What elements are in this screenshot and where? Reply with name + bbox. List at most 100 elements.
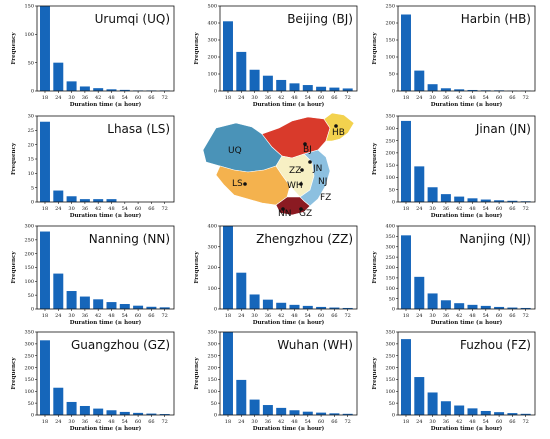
chart-panel-6: 0 100 200 300 400 18 24 30 36 42 48 54 60 66 72 Duratio… xyxy=(194,224,358,326)
x-tick-label: 72 xyxy=(523,313,529,319)
bar-18 xyxy=(40,340,50,415)
bar-36 xyxy=(79,86,90,91)
x-tick-label: 72 xyxy=(162,206,168,212)
bar-18 xyxy=(223,226,233,309)
x-axis-label: Duration time (≥ hour) xyxy=(431,425,503,432)
y-tick-label: 300 xyxy=(385,126,395,132)
y-tick-label: 20 xyxy=(28,142,34,148)
x-tick-label: 48 xyxy=(108,419,114,425)
bar-24 xyxy=(53,62,64,91)
bar-30 xyxy=(66,401,77,415)
y-axis-label: Frequency xyxy=(372,142,378,175)
map-label-jn: JN xyxy=(312,164,322,174)
x-tick-label: 54 xyxy=(483,95,489,101)
x-tick-label: 60 xyxy=(318,419,324,425)
x-tick-label: 54 xyxy=(483,206,489,212)
x-tick-label: 30 xyxy=(251,419,257,425)
x-tick-label: 48 xyxy=(291,313,297,319)
y-tick-label: 150 xyxy=(385,276,395,282)
x-tick-label: 30 xyxy=(251,313,257,319)
x-tick-label: 72 xyxy=(162,95,168,101)
x-tick-label: 42 xyxy=(95,419,101,425)
bar-54 xyxy=(302,305,313,309)
y-tick-label: 0 xyxy=(392,413,395,419)
chart-title: Lhasa (LS) xyxy=(107,122,170,136)
map-region-northeast xyxy=(323,112,355,142)
x-tick-label: 66 xyxy=(331,419,337,425)
x-tick-label: 54 xyxy=(483,313,489,319)
plot-frame xyxy=(397,115,536,203)
bar-60 xyxy=(494,412,505,415)
bar-36 xyxy=(440,300,451,309)
x-tick-label: 72 xyxy=(523,206,529,212)
chart-title: Nanjing (NJ) xyxy=(459,232,531,246)
x-axis-label: Duration time (≥ hour) xyxy=(70,319,142,326)
x-tick-label: 18 xyxy=(42,95,48,101)
bar-48 xyxy=(467,304,478,309)
map-city-dot xyxy=(334,124,338,128)
y-tick-label: 200 xyxy=(385,151,395,157)
x-tick-label: 54 xyxy=(305,95,311,101)
x-tick-label: 18 xyxy=(225,313,231,319)
y-tick-label: 350 xyxy=(385,330,395,336)
x-tick-label: 18 xyxy=(225,95,231,101)
y-tick-label: 100 xyxy=(207,389,217,395)
y-tick-label: 400 xyxy=(207,224,217,230)
y-tick-label: 50 xyxy=(389,187,395,193)
bar-60 xyxy=(316,306,327,309)
bar-18 xyxy=(401,14,411,91)
y-tick-label: 250 xyxy=(24,238,34,244)
bar-30 xyxy=(66,291,77,309)
x-tick-label: 54 xyxy=(122,206,128,212)
y-tick-label: 250 xyxy=(385,255,395,261)
x-tick-label: 72 xyxy=(523,95,529,101)
bar-18 xyxy=(401,339,411,415)
x-axis-label: Duration time (≥ hour) xyxy=(70,212,142,219)
y-tick-label: 150 xyxy=(24,377,34,383)
x-tick-label: 66 xyxy=(509,313,515,319)
bar-66 xyxy=(329,87,340,91)
bar-42 xyxy=(93,199,104,202)
map-city-dot xyxy=(299,207,303,211)
map-city-dot xyxy=(303,142,307,146)
chart-title: Urumqi (UQ) xyxy=(95,12,170,26)
x-tick-label: 36 xyxy=(82,206,88,212)
bar-54 xyxy=(119,89,130,91)
bar-24 xyxy=(414,166,425,202)
x-tick-label: 30 xyxy=(429,313,435,319)
y-tick-label: 300 xyxy=(385,342,395,348)
y-tick-label: 500 xyxy=(207,4,217,10)
x-tick-label: 36 xyxy=(82,419,88,425)
y-tick-label: 300 xyxy=(24,342,34,348)
y-tick-label: 350 xyxy=(207,330,217,336)
x-axis-label: Duration time (≥ hour) xyxy=(431,319,503,326)
bar-48 xyxy=(106,302,117,309)
x-tick-label: 42 xyxy=(456,419,462,425)
y-tick-label: 300 xyxy=(24,224,34,230)
y-tick-label: 150 xyxy=(385,38,395,44)
y-tick-label: 50 xyxy=(28,60,34,66)
plot-frame xyxy=(219,5,358,92)
x-tick-label: 42 xyxy=(95,206,101,212)
map-label-ls: LS xyxy=(232,179,243,189)
y-axis-label: Frequency xyxy=(194,251,200,284)
bar-66 xyxy=(507,200,518,202)
bar-42 xyxy=(454,89,465,91)
bar-42 xyxy=(93,408,104,415)
x-tick-label: 24 xyxy=(416,206,422,212)
bar-30 xyxy=(66,81,77,91)
bar-24 xyxy=(236,272,247,309)
bar-36 xyxy=(262,299,273,309)
y-tick-label: 150 xyxy=(385,163,395,169)
x-tick-label: 18 xyxy=(42,419,48,425)
bar-72 xyxy=(520,413,531,415)
map-label-hb: HB xyxy=(332,128,345,138)
bar-72 xyxy=(342,413,353,415)
x-tick-label: 48 xyxy=(108,95,114,101)
bar-60 xyxy=(494,200,505,202)
chart-panel-9: 0 50 100 150 200 250 300 350 18 24 30 36 42 48 54 60 66 7… xyxy=(194,330,358,432)
chart-panel-10: 0 50 100 150 200 250 300 350 18 24 30 36 42 48 54 60 66 7… xyxy=(372,330,536,432)
y-tick-label: 150 xyxy=(385,377,395,383)
bar-30 xyxy=(427,293,438,309)
